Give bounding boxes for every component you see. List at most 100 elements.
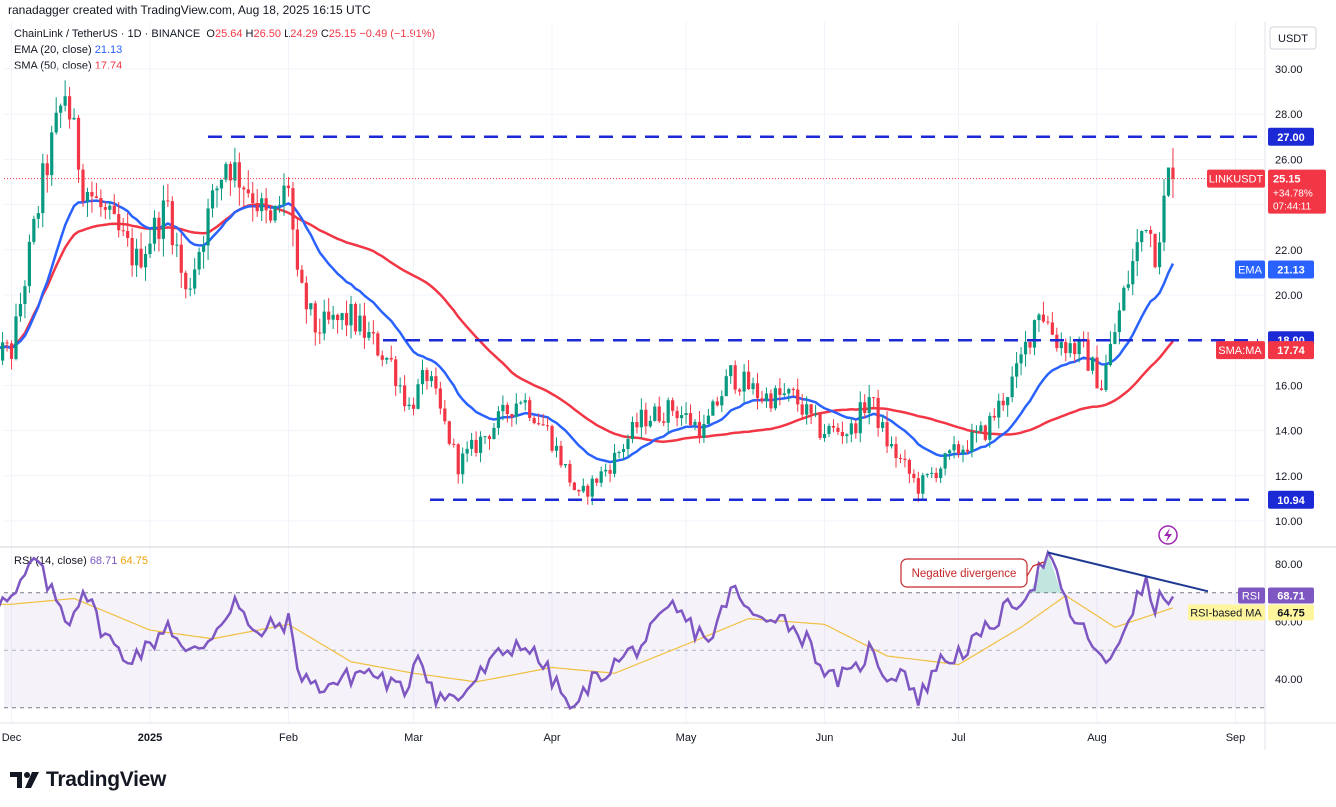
- candle-body: [179, 244, 183, 273]
- candle-body: [18, 303, 23, 317]
- candle-body: [599, 471, 603, 483]
- candle-body: [474, 439, 478, 453]
- candle-body: [304, 282, 308, 310]
- candle-body: [715, 401, 719, 406]
- candle-body: [876, 397, 880, 428]
- candle-body: [126, 230, 130, 238]
- candle-body: [590, 478, 594, 497]
- change-value: −0.49 (−1.91%): [359, 28, 436, 40]
- candle-body: [1144, 229, 1148, 232]
- sma-layer: [0, 203, 1174, 443]
- candle-body: [872, 397, 876, 399]
- candle-body: [161, 200, 166, 239]
- level-tag-27.00: 27.00: [1277, 132, 1305, 144]
- sma-50-line: [0, 203, 1174, 443]
- candle-body: [398, 385, 402, 387]
- symbol-tag-box: [1207, 169, 1265, 188]
- sma-tag-value: 17.74: [1277, 345, 1305, 357]
- rsi-legend-ma-value: 64.75: [120, 555, 148, 567]
- candle-body: [644, 409, 648, 427]
- time-tick-label: Aug: [1087, 732, 1107, 744]
- candle-body: [411, 404, 416, 409]
- candle-body: [693, 421, 697, 426]
- ema-tag-value-box: [1268, 260, 1314, 279]
- annotations: Negative divergence: [900, 558, 1045, 588]
- candle-body: [1050, 322, 1054, 335]
- candle-body: [1064, 342, 1068, 354]
- tradingview-logo[interactable]: TradingView: [8, 768, 166, 792]
- candle-body: [389, 357, 393, 360]
- axes: 10.0012.0014.0016.0018.0020.0022.0026.00…: [2, 26, 1317, 744]
- candle-body: [559, 445, 563, 466]
- candle-body: [921, 475, 925, 494]
- candle-body: [907, 460, 912, 474]
- candle-body: [202, 245, 206, 252]
- candle-body: [1113, 332, 1117, 344]
- candle-body: [1028, 341, 1032, 348]
- ema-20-line: [0, 199, 1175, 464]
- candle-body: [394, 359, 398, 387]
- candle-body: [894, 444, 898, 458]
- ema-tag-name: EMA: [1238, 264, 1263, 276]
- candle-body: [849, 423, 853, 435]
- candle-body: [72, 117, 76, 120]
- ema-legend-label: EMA (20, close): [14, 44, 92, 56]
- rsi-ma-tag-value: 64.75: [1277, 607, 1305, 619]
- ema-tag-value: 21.13: [1277, 264, 1305, 276]
- candle-body: [1108, 343, 1113, 366]
- candle-body: [99, 198, 103, 208]
- candle-body: [492, 427, 496, 440]
- candle-body: [291, 188, 295, 230]
- candle-body: [1099, 388, 1104, 390]
- candle-body: [898, 457, 903, 459]
- candle-body: [139, 248, 143, 268]
- candle-body: [635, 422, 639, 428]
- ema-legend: EMA (20, close) 21.13: [14, 44, 122, 56]
- candle-body: [9, 343, 14, 359]
- symbol-tag-name: LINKUSDT: [1209, 174, 1264, 186]
- rsi-legend-label: RSI (14, close): [14, 555, 87, 567]
- price-tick-label: 10.00: [1275, 516, 1303, 528]
- last-price-value: 25.15: [1273, 174, 1301, 186]
- candle-body: [501, 404, 505, 412]
- candle-body: [822, 433, 827, 438]
- candle-body: [117, 214, 121, 231]
- candle-body: [572, 482, 576, 491]
- candle-body: [751, 383, 755, 390]
- candle-body: [23, 286, 27, 304]
- candle-body: [54, 112, 58, 133]
- candle-body: [773, 388, 777, 409]
- lightning-alert-icon[interactable]: [1158, 525, 1178, 545]
- candle-body: [327, 311, 331, 320]
- candle-body: [858, 402, 862, 434]
- candle-body: [1095, 357, 1099, 389]
- candle-body: [429, 376, 434, 382]
- time-tick-label: Jul: [952, 732, 966, 744]
- candle-body: [805, 404, 809, 415]
- last-price-box: [1268, 169, 1326, 214]
- annotation-arrow: [1026, 561, 1045, 577]
- candle-body: [1122, 287, 1126, 311]
- candle-body: [121, 230, 125, 232]
- candle-body: [452, 443, 456, 445]
- candle-body: [925, 473, 929, 476]
- sma-tag-value-box: [1268, 341, 1314, 360]
- candle-body: [1006, 397, 1010, 406]
- candle-body: [1157, 242, 1162, 268]
- candle-body: [344, 313, 349, 326]
- candle-body: [702, 423, 706, 438]
- close-value: 25.15: [328, 28, 357, 40]
- candle-body: [675, 410, 679, 419]
- candle-body: [260, 198, 264, 212]
- candle-body: [840, 431, 844, 436]
- candle-body: [41, 163, 45, 214]
- divergence-trendline: [1047, 551, 1209, 593]
- candle-body: [456, 444, 460, 475]
- candle-body: [5, 342, 9, 344]
- candle-body: [1023, 341, 1028, 355]
- candle-body: [300, 269, 304, 283]
- level-tag-27.00-box: [1268, 127, 1314, 146]
- candle-body: [313, 303, 317, 333]
- candle-body: [76, 117, 81, 170]
